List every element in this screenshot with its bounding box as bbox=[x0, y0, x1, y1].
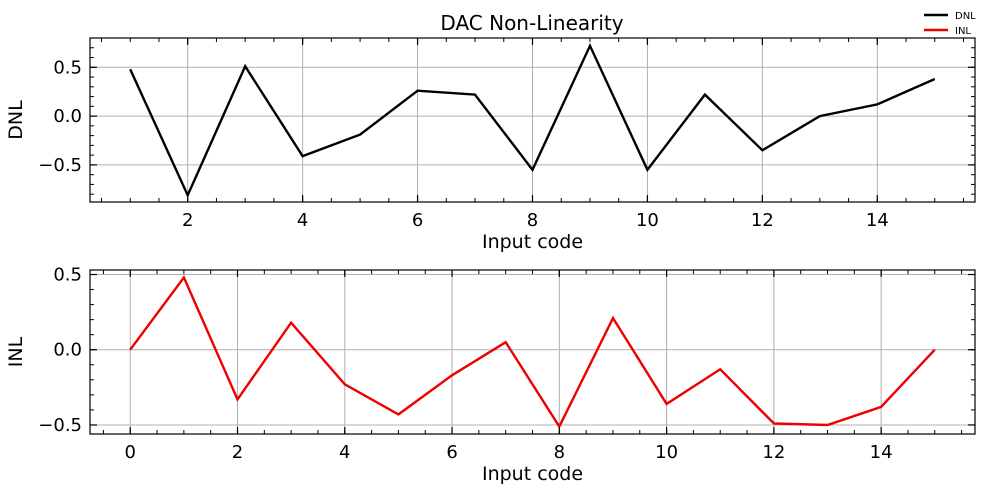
inl-x-tick-label: 6 bbox=[446, 442, 457, 463]
inl-x-tick-label: 14 bbox=[870, 442, 893, 463]
dnl-x-tick-label: 4 bbox=[297, 210, 308, 231]
dnl-series-line bbox=[129, 42, 936, 199]
inl-x-tick-label: 12 bbox=[762, 442, 785, 463]
dnl-x-tick-label: 14 bbox=[866, 210, 889, 231]
inl-series-line bbox=[129, 275, 936, 429]
dnl-y-axis-label: DNL bbox=[5, 100, 27, 140]
legend: DNL INL bbox=[924, 11, 976, 37]
dnl-y-tick-label: −0.5 bbox=[38, 155, 82, 176]
inl-x-tick-label: 8 bbox=[554, 442, 565, 463]
inl-plot: 0 2 4 6 8 10 12 14 −0.5 0.0 0.5 Input code INL bbox=[5, 265, 976, 485]
inl-x-axis-label: Input code bbox=[482, 463, 583, 485]
chart-title: DAC Non-Linearity bbox=[440, 11, 623, 35]
inl-x-tick-label: 4 bbox=[339, 442, 350, 463]
dnl-y-tick-label: 0.5 bbox=[53, 57, 82, 78]
inl-y-axis-label: INL bbox=[5, 336, 27, 367]
dnl-x-tick-label: 12 bbox=[751, 210, 774, 231]
dnl-x-tick-label: 8 bbox=[527, 210, 538, 231]
dnl-plot: 2 4 6 8 10 12 14 −0.5 0.0 0.5 Input code DNL bbox=[5, 37, 976, 253]
inl-y-tick-label: 0.5 bbox=[53, 265, 82, 286]
inl-y-tick-label: −0.5 bbox=[38, 415, 82, 436]
dnl-x-tick-label: 6 bbox=[412, 210, 423, 231]
legend-label-inl: INL bbox=[955, 26, 971, 37]
dnl-x-tick-label: 2 bbox=[182, 210, 193, 231]
dnl-y-tick-label: 0.0 bbox=[53, 106, 82, 127]
legend-label-dnl: DNL bbox=[955, 11, 976, 22]
inl-x-tick-label: 10 bbox=[655, 442, 678, 463]
inl-x-tick-label: 2 bbox=[232, 442, 243, 463]
dnl-x-axis-label: Input code bbox=[482, 231, 583, 253]
inl-y-tick-label: 0.0 bbox=[53, 340, 82, 361]
dnl-x-tick-label: 10 bbox=[636, 210, 659, 231]
inl-x-tick-label: 0 bbox=[125, 442, 136, 463]
